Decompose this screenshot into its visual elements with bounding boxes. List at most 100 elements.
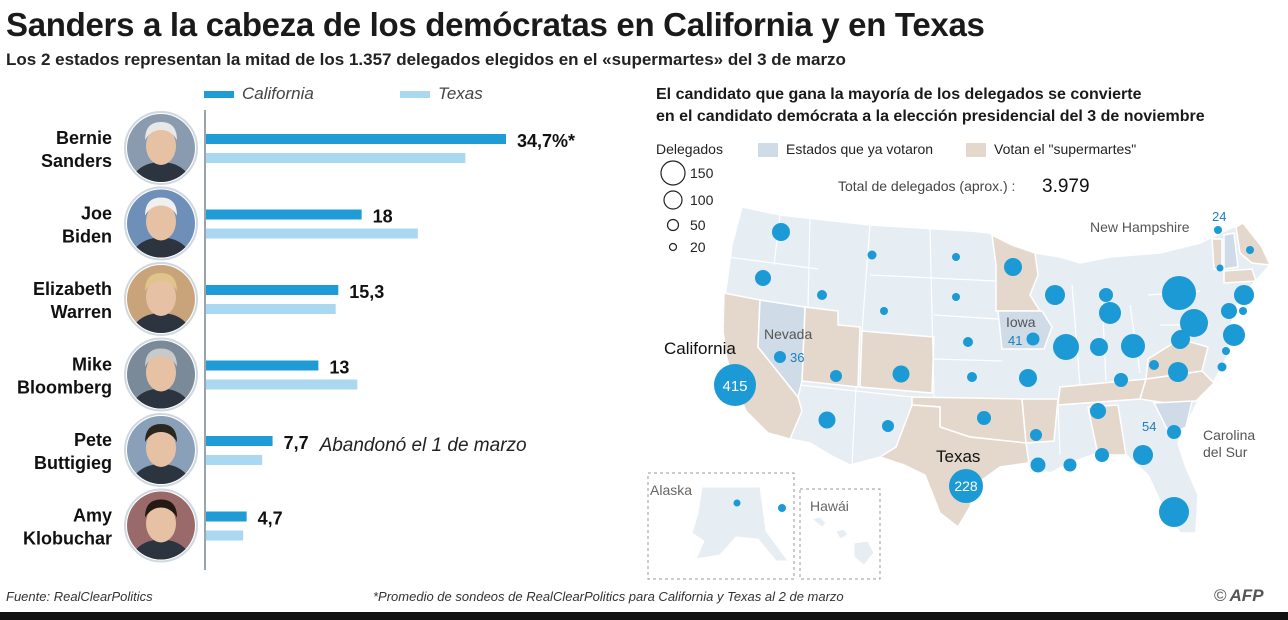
new-hampshire-label: New Hampshire — [1090, 219, 1190, 235]
delegate-circle — [1223, 324, 1245, 346]
candidate-last-name: Buttigieg — [34, 453, 112, 473]
state-border-line — [807, 216, 811, 308]
portrait-hair — [145, 273, 177, 291]
delegate-circle — [1171, 331, 1189, 349]
candidate-last-name: Sanders — [41, 151, 112, 171]
delegate-circle — [1095, 448, 1109, 462]
value-label: 34,7%* — [517, 131, 575, 151]
delegate-circle — [1222, 347, 1230, 355]
portrait-clip — [127, 416, 195, 484]
state-border-line — [933, 314, 999, 320]
state-south-carolina — [1152, 400, 1193, 437]
nevada-delegates: 36 — [790, 350, 804, 365]
portrait-shoulders — [131, 539, 191, 560]
size-legend-150: 150 — [690, 165, 714, 181]
portrait-shoulders — [131, 313, 191, 333]
legend-voted-swatch — [758, 143, 778, 157]
california-circle — [714, 364, 756, 406]
portrait-clip — [127, 265, 195, 333]
texas-delegates: 228 — [954, 478, 978, 494]
state-maine — [1235, 222, 1272, 266]
candidate-first-name: Mike — [72, 355, 112, 375]
state-border-line — [929, 228, 935, 398]
size-legend-circle-100 — [663, 190, 683, 210]
delegate-circle — [1149, 360, 1159, 370]
state-borders — [727, 214, 1210, 466]
us-delegates-map: Delegados 150 100 50 20 Estados que ya v… — [647, 141, 1272, 580]
delegate-circle — [1180, 309, 1208, 337]
candidate-last-name: Klobuchar — [23, 529, 112, 549]
bar-chart: Bernie Sanders 34,7%* Joe Biden 18 Elizabeth Wa… — [17, 110, 575, 570]
state-vermont — [1211, 238, 1223, 270]
legend-california-swatch — [204, 91, 234, 99]
delegate-circle — [1090, 403, 1106, 419]
portrait-clip — [127, 114, 195, 182]
legend-supermartes-label: Votan el "supermartes" — [994, 141, 1136, 157]
size-legend-circle-150 — [660, 160, 686, 186]
hawaii-inset — [799, 488, 881, 580]
candidate-first-name: Amy — [73, 506, 112, 526]
state-massachusetts — [1223, 268, 1258, 284]
legend-supermartes-swatch — [966, 143, 986, 157]
south-carolina-label-line1: Carolina — [1203, 427, 1255, 443]
map-heading: El candidato que gana la mayoría de los … — [656, 84, 1205, 128]
delegate-circle — [1159, 497, 1189, 527]
size-legend-circle-20 — [668, 242, 678, 252]
delegate-circle — [817, 290, 827, 300]
delegate-circle — [1090, 338, 1108, 356]
delegate-circle — [1133, 445, 1153, 465]
portrait-shoulders — [131, 237, 191, 258]
value-label: 4,7 — [258, 509, 283, 529]
afp-logo: © AFP — [1214, 586, 1264, 606]
legend-texas-label: Texas — [438, 84, 483, 103]
delegate-circle — [977, 411, 991, 425]
chart-subtitle: Los 2 estados representan la mitad de lo… — [6, 50, 846, 69]
delegate-circle — [1053, 334, 1079, 360]
bar-california — [206, 285, 339, 295]
delegate-circle — [755, 270, 771, 286]
delegate-circle — [967, 372, 977, 382]
candidate-first-name: Elizabeth — [33, 279, 112, 299]
value-label: 15,3 — [349, 282, 384, 302]
delegate-circle — [867, 250, 877, 260]
legend-texas-swatch — [400, 91, 430, 99]
state-colorado — [859, 330, 935, 394]
copyright-symbol: © — [1214, 586, 1227, 605]
portrait-face — [146, 127, 176, 165]
bars-layer: Bernie Sanders 34,7%* Joe Biden 18 Elizabeth Wa… — [17, 110, 575, 570]
nevada-label: Nevada — [764, 326, 812, 342]
delegate-circle — [1114, 373, 1128, 387]
california-label: California — [664, 339, 736, 358]
iowa-delegates: 41 — [1008, 333, 1022, 348]
candidate-last-name: Bloomberg — [17, 378, 112, 398]
legend-california: California — [204, 84, 314, 104]
portrait-hair — [145, 197, 177, 216]
delegate-circle — [1045, 285, 1065, 305]
pete-buttigieg-portrait — [124, 413, 198, 487]
delegate-circle — [892, 365, 910, 383]
state-border-line — [727, 256, 819, 270]
portrait-hair — [145, 499, 177, 518]
joe-biden-portrait — [124, 186, 198, 261]
legend-voted-label: Estados que ya votaron — [786, 141, 933, 157]
buttigieg-note: Abandonó el 1 de marzo — [319, 435, 527, 456]
portrait-clip — [127, 189, 195, 258]
delegate-circle — [1099, 288, 1113, 302]
bottom-band — [0, 612, 1288, 620]
map-heading-line1: El candidato que gana la mayoría de los … — [656, 86, 1142, 103]
nevada-circle — [774, 351, 786, 363]
delegate-circle — [1239, 307, 1247, 315]
size-legend-20: 20 — [690, 239, 706, 255]
bar-california — [206, 209, 362, 220]
portrait-shoulders — [131, 388, 191, 409]
delegate-circle — [830, 370, 842, 382]
delegate-circle — [1234, 285, 1254, 305]
delegate-circle — [1004, 258, 1022, 276]
delegate-circle — [1168, 362, 1188, 382]
total-delegates-value: 3.979 — [1042, 176, 1090, 197]
value-label: 13 — [329, 358, 349, 378]
hawaii-shape — [810, 516, 875, 566]
size-legend-50: 50 — [690, 217, 706, 233]
delegate-circle — [952, 253, 960, 261]
source-note: Fuente: RealClearPolitics — [6, 589, 153, 604]
